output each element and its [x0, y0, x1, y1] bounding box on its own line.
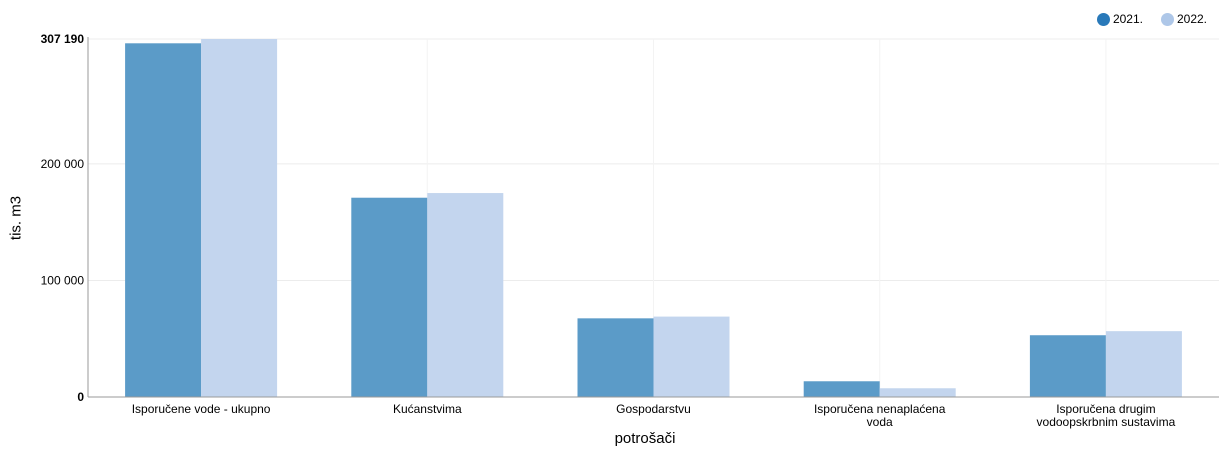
bar-2021-4[interactable]	[1029, 335, 1106, 397]
legend-label-2022: 2022.	[1176, 12, 1207, 26]
x-tick-label-3: Isporučena nenaplaćena voda	[814, 402, 946, 429]
y-tick-label-0: 0	[77, 390, 84, 404]
legend-item-2022[interactable]: 2022.	[1160, 12, 1207, 26]
bar-2022-3[interactable]	[879, 388, 956, 397]
x-tick-label-2: Gospodarstvu	[616, 402, 691, 416]
y-tick-label-2: 200 000	[41, 157, 85, 171]
legend-item-2021[interactable]: 2021.	[1096, 12, 1143, 26]
x-tick-label-4: Isporučena drugim vodoopskrbnim sustavima	[1037, 402, 1176, 429]
bar-2021-1[interactable]	[351, 197, 428, 397]
bar-2022-4[interactable]	[1105, 331, 1182, 397]
x-tick-label-1: Kućanstvima	[393, 402, 462, 416]
x-axis-title: potrošači	[614, 430, 676, 447]
bar-2021-3[interactable]	[803, 381, 880, 397]
y-tick-label-3: 307 190	[41, 32, 85, 46]
x-tick-label-0: Isporučene vode - ukupno	[132, 402, 271, 416]
bar-2022-2[interactable]	[653, 316, 730, 397]
legend-label-2021: 2021.	[1112, 12, 1143, 26]
bar-2021-0[interactable]	[125, 43, 202, 398]
legend: 2021. 2022.	[1096, 12, 1207, 26]
bar-2022-1[interactable]	[427, 193, 504, 397]
legend-swatch-2022	[1160, 12, 1174, 26]
bar-2022-0[interactable]	[201, 39, 278, 397]
y-tick-label-1: 100 000	[41, 273, 85, 287]
legend-swatch-2021	[1096, 12, 1110, 26]
bar-2021-2[interactable]	[577, 318, 654, 397]
